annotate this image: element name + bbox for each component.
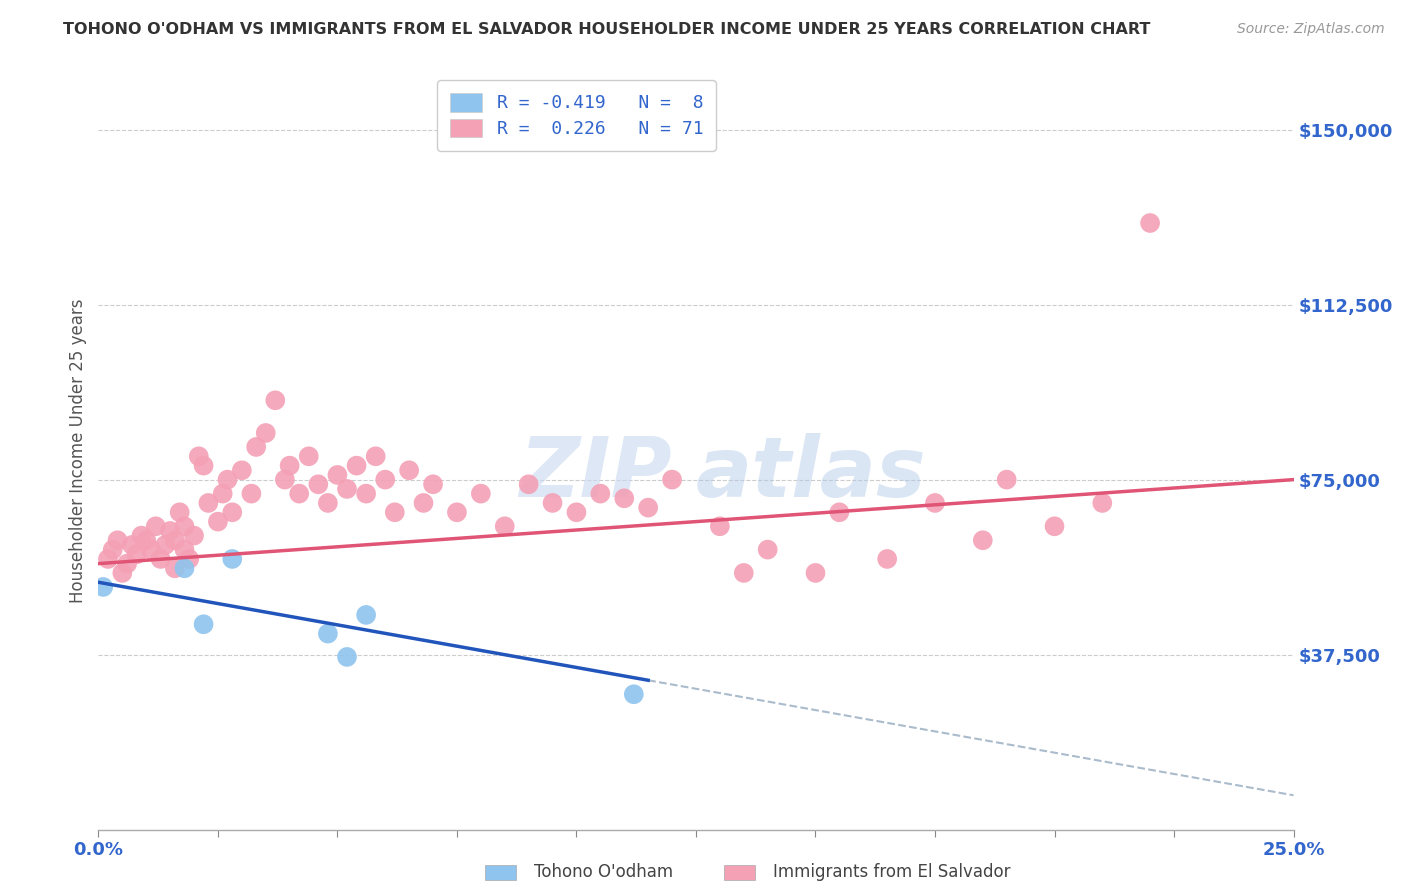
Point <box>193 458 215 473</box>
Legend: R = -0.419   N =  8, R =  0.226   N = 71: R = -0.419 N = 8, R = 0.226 N = 71 <box>437 80 716 151</box>
Point <box>179 552 201 566</box>
Point <box>115 557 138 571</box>
Point <box>354 607 377 622</box>
Point <box>278 458 301 473</box>
Point <box>169 505 191 519</box>
Text: Source: ZipAtlas.com: Source: ZipAtlas.com <box>1237 22 1385 37</box>
Point <box>221 552 243 566</box>
Point <box>924 496 946 510</box>
Point <box>197 496 219 510</box>
Point <box>316 626 339 640</box>
Point <box>111 566 134 580</box>
Point <box>346 458 368 473</box>
Point <box>613 491 636 506</box>
Point <box>589 486 612 500</box>
Point <box>139 542 162 557</box>
Point <box>1091 496 1114 510</box>
Point <box>336 649 359 664</box>
Point <box>135 533 157 548</box>
Point <box>1139 216 1161 230</box>
Point <box>422 477 444 491</box>
Point <box>384 505 406 519</box>
Point <box>97 552 120 566</box>
Point <box>221 505 243 519</box>
Point <box>125 547 148 561</box>
Text: atlas: atlas <box>696 433 927 514</box>
Point <box>876 552 898 566</box>
Point <box>541 496 564 510</box>
Point <box>354 486 377 500</box>
Point <box>398 463 420 477</box>
Point <box>972 533 994 548</box>
Point <box>623 687 645 701</box>
Point <box>307 477 329 491</box>
Point <box>173 561 195 575</box>
Point <box>254 425 277 440</box>
Point <box>91 580 114 594</box>
Point <box>159 524 181 538</box>
Point <box>288 486 311 500</box>
Point <box>828 505 851 519</box>
Point <box>446 505 468 519</box>
Point <box>173 542 195 557</box>
Point <box>163 561 186 575</box>
Point <box>245 440 267 454</box>
Point <box>187 450 209 464</box>
Point <box>155 538 177 552</box>
Point <box>121 538 143 552</box>
Point <box>183 528 205 542</box>
Point <box>193 617 215 632</box>
Text: TOHONO O'ODHAM VS IMMIGRANTS FROM EL SALVADOR HOUSEHOLDER INCOME UNDER 25 YEARS : TOHONO O'ODHAM VS IMMIGRANTS FROM EL SAL… <box>63 22 1150 37</box>
Point <box>131 528 153 542</box>
Point <box>494 519 516 533</box>
Point <box>101 542 124 557</box>
Point <box>756 542 779 557</box>
Point <box>217 473 239 487</box>
Point <box>1043 519 1066 533</box>
Text: Tohono O'odham: Tohono O'odham <box>534 863 673 881</box>
Point <box>661 473 683 487</box>
Point <box>804 566 827 580</box>
Point <box>207 515 229 529</box>
Point <box>274 473 297 487</box>
Point <box>107 533 129 548</box>
Point <box>173 519 195 533</box>
Point <box>326 467 349 482</box>
Point <box>995 473 1018 487</box>
Point <box>211 486 233 500</box>
Point <box>336 482 359 496</box>
Point <box>149 552 172 566</box>
Text: Immigrants from El Salvador: Immigrants from El Salvador <box>773 863 1011 881</box>
Point <box>163 533 186 548</box>
Point <box>264 393 287 408</box>
Point <box>709 519 731 533</box>
Point <box>733 566 755 580</box>
Point <box>231 463 253 477</box>
Point <box>637 500 659 515</box>
Point <box>517 477 540 491</box>
Point <box>145 519 167 533</box>
Point <box>412 496 434 510</box>
Point <box>470 486 492 500</box>
Point <box>316 496 339 510</box>
Point <box>374 473 396 487</box>
Text: ZIP: ZIP <box>519 433 672 514</box>
Point <box>364 450 387 464</box>
Point <box>240 486 263 500</box>
Point <box>565 505 588 519</box>
Y-axis label: Householder Income Under 25 years: Householder Income Under 25 years <box>69 298 87 603</box>
Point <box>298 450 321 464</box>
